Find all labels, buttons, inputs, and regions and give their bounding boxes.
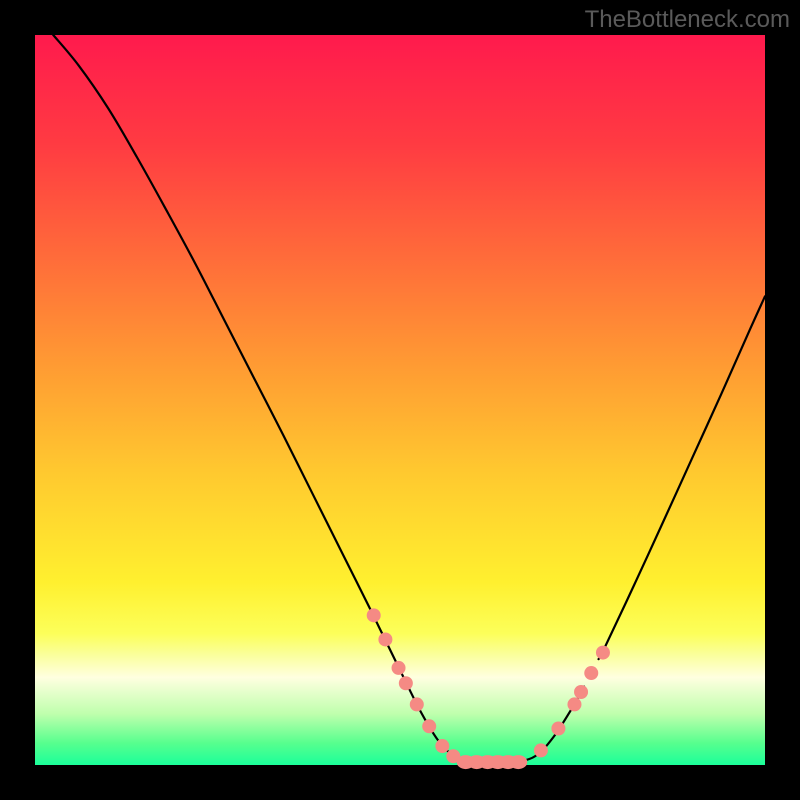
data-marker	[596, 646, 610, 660]
data-marker	[551, 722, 565, 736]
data-marker	[410, 697, 424, 711]
data-marker	[399, 676, 413, 690]
data-marker	[435, 739, 449, 753]
data-marker	[567, 697, 581, 711]
plot-background	[35, 35, 765, 765]
watermark-text: TheBottleneck.com	[585, 6, 790, 34]
data-marker	[422, 719, 436, 733]
data-marker	[392, 661, 406, 675]
data-marker	[574, 685, 588, 699]
data-marker	[378, 632, 392, 646]
data-marker	[509, 755, 527, 769]
data-marker	[534, 743, 548, 757]
data-marker	[367, 608, 381, 622]
plot-svg	[0, 0, 800, 800]
data-marker	[584, 666, 598, 680]
